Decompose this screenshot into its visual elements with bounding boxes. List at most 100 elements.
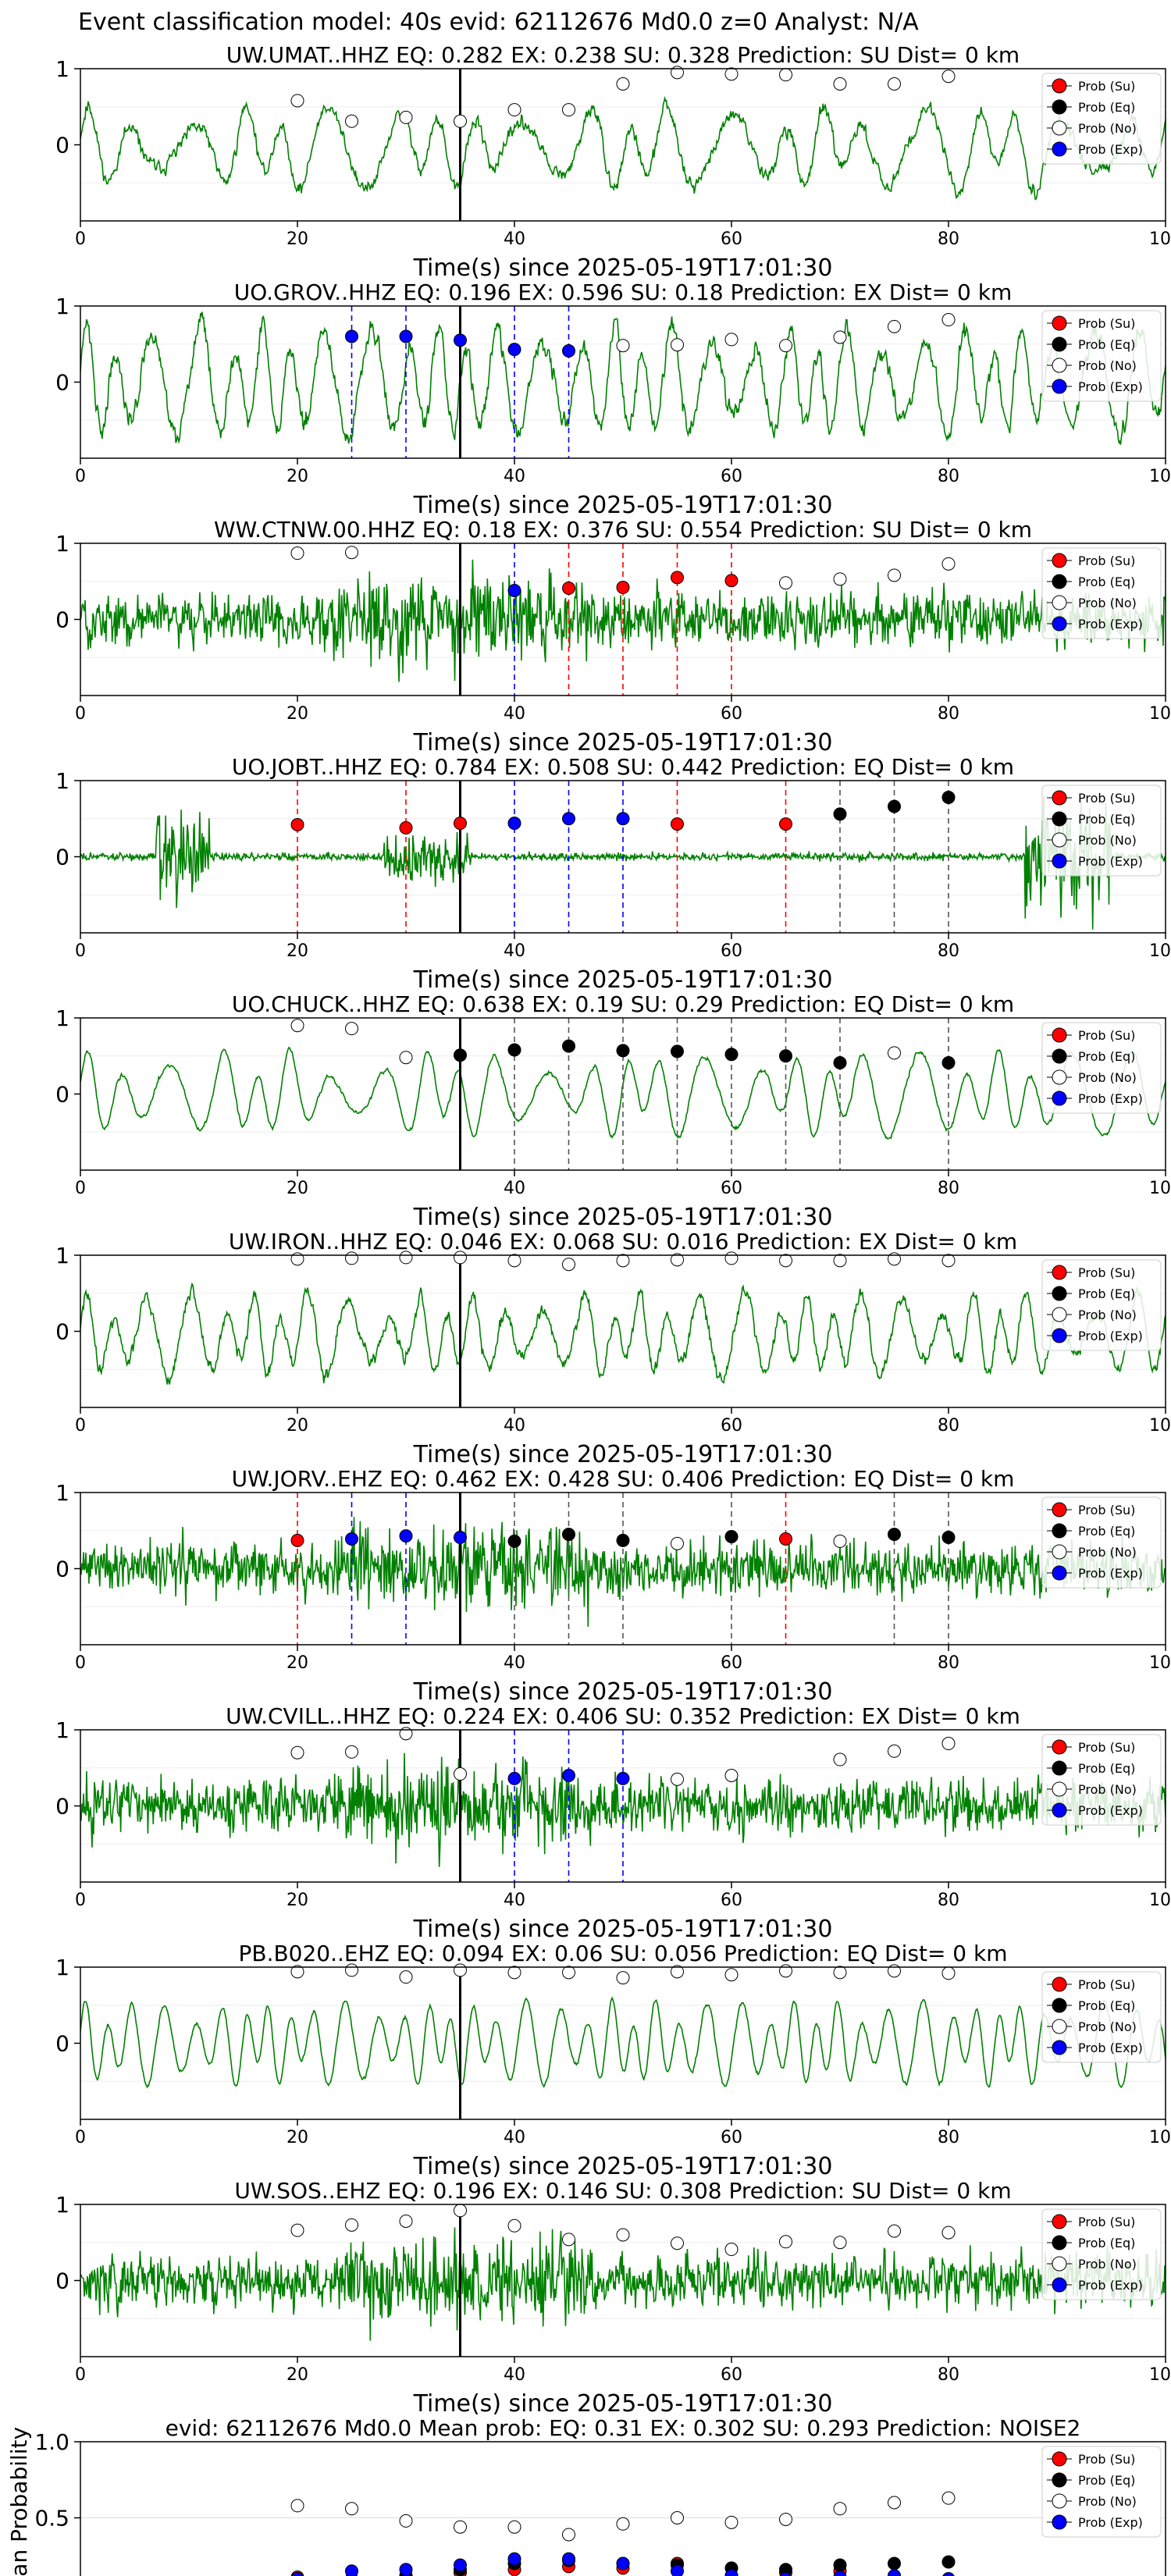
waveform-trace bbox=[80, 311, 1166, 445]
x-tick-label: 100 bbox=[1149, 704, 1171, 724]
prob-marker-su bbox=[290, 1533, 304, 1547]
prob-marker-exp bbox=[507, 583, 521, 597]
legend-label-su: Prob (Su) bbox=[1078, 1977, 1135, 1992]
prob-marker-no bbox=[888, 1252, 901, 1266]
prob-marker-no bbox=[562, 2233, 575, 2247]
legend-marker-su bbox=[1052, 553, 1067, 568]
x-tick-label: 60 bbox=[721, 704, 742, 724]
prob-marker-no bbox=[888, 77, 901, 91]
legend-marker-exp bbox=[1052, 1802, 1067, 1818]
prob-marker-no bbox=[888, 1046, 901, 1060]
y-tick-label: 1 bbox=[55, 768, 69, 794]
prob-marker-eq bbox=[779, 1049, 792, 1063]
x-axis-label: Time(s) since 2025-05-19T17:01:30 bbox=[413, 1916, 833, 1943]
mean-prob-marker-no bbox=[941, 2491, 956, 2505]
legend-label-exp: Prob (Exp) bbox=[1078, 142, 1143, 157]
prob-marker-no bbox=[616, 77, 630, 91]
prob-marker-eq bbox=[616, 1533, 630, 1547]
prob-marker-exp bbox=[399, 1529, 413, 1543]
legend-marker-exp bbox=[1052, 2040, 1067, 2055]
x-tick-label: 60 bbox=[721, 1891, 742, 1910]
prob-marker-no bbox=[833, 1966, 847, 1980]
prob-marker-exp bbox=[454, 1531, 467, 1545]
panel-4: UO.CHUCK..HHZ EQ: 0.638 EX: 0.19 SU: 0.2… bbox=[55, 991, 1171, 1231]
prob-marker-no bbox=[724, 1769, 739, 1782]
legend-box bbox=[1041, 1971, 1162, 2063]
prob-marker-no bbox=[345, 2218, 358, 2232]
prob-marker-su bbox=[454, 817, 467, 831]
x-tick-label: 80 bbox=[938, 1891, 959, 1910]
prob-marker-su bbox=[671, 817, 684, 831]
legend-label-eq: Prob (Eq) bbox=[1078, 2236, 1135, 2250]
x-tick-label: 0 bbox=[75, 1179, 86, 1198]
legend-label-exp: Prob (Exp) bbox=[1078, 1803, 1143, 1818]
prob-marker-no bbox=[671, 1253, 684, 1267]
legend-label-no: Prob (No) bbox=[1078, 833, 1137, 848]
x-tick-label: 100 bbox=[1149, 229, 1171, 249]
prob-marker-no bbox=[779, 2235, 792, 2249]
prob-marker-no bbox=[616, 2228, 630, 2242]
y-tick-label: 0.5 bbox=[34, 2506, 69, 2532]
prob-marker-no bbox=[454, 2204, 467, 2218]
legend-label-su: Prob (Su) bbox=[1078, 553, 1135, 568]
prob-marker-no bbox=[941, 2226, 956, 2240]
panel-title: UW.CVILL..HHZ EQ: 0.224 EX: 0.406 SU: 0.… bbox=[226, 1703, 1020, 1729]
prob-marker-no bbox=[779, 576, 792, 590]
legend-box bbox=[1041, 1259, 1162, 1351]
legend-marker-no bbox=[1052, 1544, 1067, 1560]
x-tick-label: 0 bbox=[75, 467, 86, 486]
mean-prob-marker-eq bbox=[941, 2555, 956, 2569]
x-tick-label: 80 bbox=[938, 704, 959, 724]
x-axis-label: Time(s) since 2025-05-19T17:01:30 bbox=[413, 492, 833, 519]
legend-label-eq: Prob (Eq) bbox=[1078, 2473, 1135, 2488]
prob-marker-no bbox=[345, 1745, 358, 1759]
prob-marker-no bbox=[671, 66, 684, 80]
legend-marker-no bbox=[1052, 358, 1067, 373]
prob-marker-no bbox=[399, 1727, 413, 1741]
panel-title: PB.B020..EHZ EQ: 0.094 EX: 0.06 SU: 0.05… bbox=[238, 1941, 1007, 1966]
x-tick-label: 20 bbox=[287, 1179, 308, 1198]
panel-1: UO.GROV..HHZ EQ: 0.196 EX: 0.596 SU: 0.1… bbox=[55, 279, 1171, 519]
mean-prob-marker-no bbox=[724, 2515, 739, 2529]
prob-marker-no bbox=[454, 1963, 467, 1977]
prob-marker-eq bbox=[888, 799, 901, 813]
legend-label-no: Prob (No) bbox=[1078, 2257, 1137, 2272]
legend-marker-no bbox=[1052, 595, 1067, 610]
mean-prob-marker-exp bbox=[399, 2563, 413, 2576]
x-tick-label: 40 bbox=[504, 1416, 525, 1436]
legend-box bbox=[1041, 2208, 1162, 2300]
prob-marker-no bbox=[290, 546, 304, 560]
legend-label-su: Prob (Su) bbox=[1078, 2452, 1135, 2467]
x-tick-label: 20 bbox=[287, 1891, 308, 1910]
y-tick-label: 0 bbox=[55, 1082, 69, 1108]
mean-prob-marker-exp bbox=[507, 2552, 521, 2566]
mean-prob-marker-eq bbox=[888, 2556, 901, 2571]
panel-title: UW.IRON..HHZ EQ: 0.046 EX: 0.068 SU: 0.0… bbox=[229, 1229, 1017, 1254]
x-tick-label: 40 bbox=[504, 941, 525, 961]
legend-marker-no bbox=[1052, 1781, 1067, 1797]
legend-label-su: Prob (Su) bbox=[1078, 1740, 1135, 1755]
y-tick-label: 1 bbox=[55, 1717, 69, 1743]
panel-3: UO.JOBT..HHZ EQ: 0.784 EX: 0.508 SU: 0.4… bbox=[55, 754, 1171, 994]
legend-marker-eq bbox=[1052, 1998, 1067, 2013]
prob-marker-no bbox=[671, 1965, 684, 1979]
legend-marker-eq bbox=[1052, 99, 1067, 115]
mean-prob-marker-no bbox=[779, 2512, 792, 2526]
y-tick-label: 1 bbox=[55, 531, 69, 557]
mean-prob-marker-no bbox=[454, 2520, 467, 2534]
legend-marker-exp bbox=[1052, 853, 1067, 869]
axes-frame bbox=[80, 305, 1166, 459]
legend-label-exp: Prob (Exp) bbox=[1078, 1566, 1143, 1581]
prob-marker-no bbox=[779, 1964, 792, 1978]
prob-marker-eq bbox=[833, 807, 847, 821]
prob-marker-no bbox=[941, 557, 956, 571]
x-tick-label: 0 bbox=[75, 2365, 86, 2385]
y-tick-label: 0 bbox=[55, 1794, 69, 1820]
prob-marker-no bbox=[454, 114, 467, 128]
legend-label-eq: Prob (Eq) bbox=[1078, 1524, 1135, 1539]
legend-marker-eq bbox=[1052, 1523, 1067, 1539]
prob-marker-no bbox=[779, 1254, 792, 1268]
panel-0: UW.UMAT..HHZ EQ: 0.282 EX: 0.238 SU: 0.3… bbox=[55, 42, 1171, 282]
legend-label-su: Prob (Su) bbox=[1078, 1503, 1135, 1517]
